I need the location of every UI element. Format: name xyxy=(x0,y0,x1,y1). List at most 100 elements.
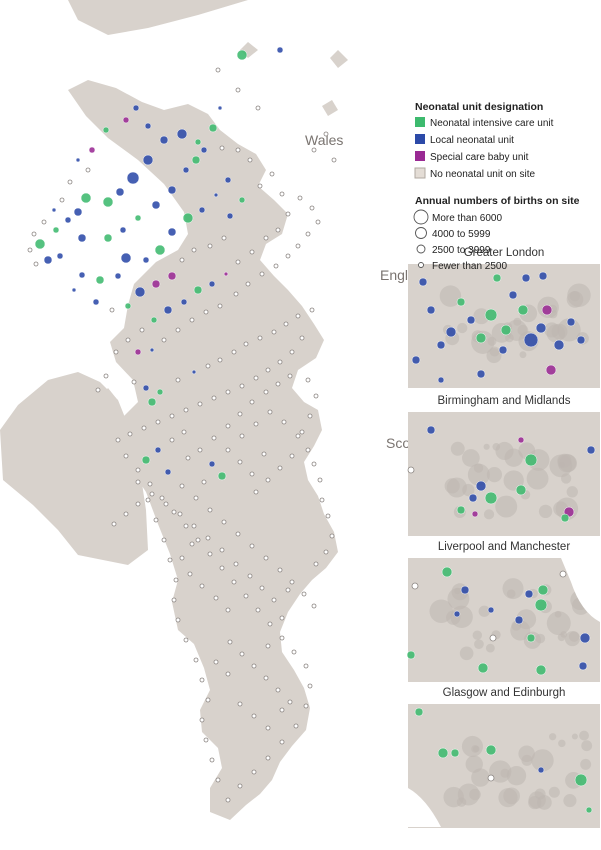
hospital-marker xyxy=(182,212,194,224)
hospital-marker xyxy=(236,49,248,61)
hospital-marker xyxy=(249,399,255,405)
urban-area xyxy=(495,495,518,518)
hospital-marker xyxy=(237,411,243,417)
legend-designation-label: Local neonatal unit xyxy=(430,135,514,146)
hospital-marker xyxy=(142,154,154,166)
hospital-marker xyxy=(226,212,234,220)
hospital-marker xyxy=(213,659,219,665)
hospital-marker xyxy=(277,567,283,573)
urban-area xyxy=(467,463,490,486)
hospital-marker xyxy=(131,379,137,385)
hospital-marker xyxy=(309,307,315,313)
hospital-marker xyxy=(253,421,259,427)
hospital-marker xyxy=(102,196,114,208)
hospital-marker xyxy=(221,235,227,241)
hospital-marker xyxy=(159,135,169,145)
hospital-marker xyxy=(197,401,203,407)
hospital-marker xyxy=(163,305,173,315)
hospital-marker xyxy=(103,233,113,243)
hospital-marker xyxy=(134,286,146,298)
hospital-marker xyxy=(193,495,199,501)
hospital-marker xyxy=(142,384,150,392)
hospital-marker xyxy=(289,453,295,459)
hospital-marker xyxy=(484,308,498,322)
legend-block: Neonatal unit designation Neonatal intens… xyxy=(413,101,580,272)
hospital-marker xyxy=(273,263,279,269)
hospital-marker xyxy=(265,367,271,373)
inset-title: Glasgow and Edinburgh xyxy=(443,687,566,699)
hospital-marker xyxy=(251,713,257,719)
urban-area xyxy=(531,749,554,772)
hospital-marker xyxy=(407,466,415,474)
hospital-marker xyxy=(243,341,249,347)
hospital-marker xyxy=(235,531,241,537)
hospital-marker xyxy=(313,393,319,399)
urban-area xyxy=(457,322,468,334)
hospital-marker xyxy=(279,615,285,621)
urban-area xyxy=(519,351,527,359)
hospital-marker xyxy=(155,419,161,425)
hospital-marker xyxy=(27,247,33,253)
inset-map-3: Glasgow and Edinburgh xyxy=(408,687,600,828)
hospital-marker xyxy=(271,597,277,603)
hospital-marker xyxy=(200,146,208,154)
hospital-marker xyxy=(167,557,173,563)
urban-area xyxy=(485,643,495,653)
hospital-marker xyxy=(553,339,565,351)
hospital-marker xyxy=(109,307,115,313)
urban-area xyxy=(526,467,549,490)
hospital-marker xyxy=(167,185,177,195)
hospital-marker xyxy=(156,388,164,396)
hospital-marker xyxy=(127,431,133,437)
hospital-marker xyxy=(309,205,315,211)
urban-area xyxy=(478,605,490,617)
hospital-marker xyxy=(205,535,211,541)
hospital-marker xyxy=(189,541,195,547)
hospital-marker xyxy=(151,200,161,210)
hospital-marker xyxy=(265,755,271,761)
hospital-marker xyxy=(253,375,259,381)
hospital-marker xyxy=(283,321,289,327)
urban-area xyxy=(462,449,480,467)
hospital-marker xyxy=(215,777,221,783)
hospital-marker xyxy=(277,465,283,471)
hospital-marker xyxy=(537,584,549,596)
urban-area xyxy=(581,740,593,752)
hospital-marker xyxy=(271,329,277,335)
legend-size-circle xyxy=(416,244,426,254)
hospital-marker xyxy=(208,460,216,468)
hospital-marker xyxy=(295,433,301,439)
hospital-marker xyxy=(276,46,284,54)
hospital-marker xyxy=(295,313,301,319)
hospital-marker xyxy=(517,436,525,444)
hospital-marker xyxy=(305,447,311,453)
hospital-marker xyxy=(41,219,47,225)
hospital-marker xyxy=(257,183,263,189)
hospital-marker xyxy=(237,701,243,707)
hospital-marker xyxy=(85,167,91,173)
hospital-marker xyxy=(199,583,205,589)
hospital-marker xyxy=(235,147,241,153)
hospital-marker xyxy=(285,211,291,217)
urban-area xyxy=(557,633,566,642)
hospital-marker xyxy=(255,607,261,613)
hospital-marker xyxy=(205,363,211,369)
hospital-marker xyxy=(151,279,161,289)
hospital-marker xyxy=(169,413,175,419)
hospital-marker xyxy=(194,138,202,146)
urban-area xyxy=(472,630,483,640)
hospital-marker xyxy=(231,579,237,585)
island xyxy=(100,388,116,406)
hospital-marker xyxy=(183,523,189,529)
hospital-marker xyxy=(301,591,307,597)
urban-area xyxy=(469,788,481,801)
hospital-marker xyxy=(305,231,311,237)
hospital-marker xyxy=(225,423,231,429)
hospital-marker xyxy=(182,166,190,174)
island xyxy=(322,100,338,116)
urban-area xyxy=(465,755,483,773)
hospital-marker xyxy=(317,477,323,483)
legend-designation-label: No neonatal unit on site xyxy=(430,169,536,180)
hospital-marker xyxy=(195,537,201,543)
urban-area xyxy=(538,504,553,519)
